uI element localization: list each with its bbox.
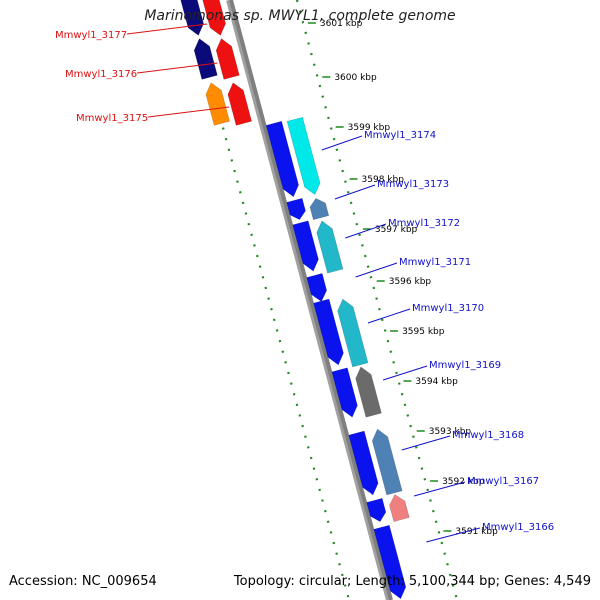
- cds-mmwyl1-3166-arrow[interactable]: [373, 524, 409, 600]
- cds-mmwyl1-3169-arrow[interactable]: [331, 367, 360, 419]
- gene-label[interactable]: Mmwyl1_3172: [388, 218, 460, 229]
- gene-leader-line: [413, 481, 466, 497]
- gene-leader-line: [345, 223, 387, 239]
- gene-label[interactable]: Mmwyl1_3174: [364, 130, 436, 141]
- gene-mmwyl1-3175-arrow[interactable]: [225, 81, 252, 126]
- tick-group: 3601 kbp 3600 kbp 3599 kbp 3598 kbp 3597 kbp…: [307, 19, 498, 537]
- gene-label[interactable]: Mmwyl1_3168: [452, 430, 524, 441]
- map-title: Marinomonas sp. MWYL1, complete genome: [144, 8, 456, 24]
- gene-leader-line: [382, 365, 428, 381]
- gene-label[interactable]: Mmwyl1_3177: [55, 30, 127, 41]
- gene-label[interactable]: Mmwyl1_3175: [76, 113, 148, 124]
- tick-label: 3598 kbp: [362, 175, 405, 185]
- tick-label: 3601 kbp: [320, 19, 363, 29]
- cds-mmwyl1-3168-arrow[interactable]: [348, 430, 381, 497]
- tick-label: 3595 kbp: [402, 327, 445, 337]
- gene-leader-line: [147, 106, 230, 118]
- cds-mmwyl1-3172-arrow[interactable]: [292, 220, 321, 273]
- tick-label: 3599 kbp: [348, 123, 391, 133]
- dotted-ring-outer: [295, 0, 459, 600]
- gene-label[interactable]: Mmwyl1_3176: [65, 69, 137, 80]
- gene-leader-line: [367, 308, 411, 324]
- gene-leader-line: [426, 527, 481, 543]
- gene-leader-line: [401, 435, 451, 451]
- gene-label[interactable]: Mmwyl1_3167: [467, 476, 539, 487]
- accession-label: Accession: NC_009654: [9, 574, 157, 589]
- backbone-line: [229, 0, 393, 600]
- gene-mmwyl1-3176-arrow[interactable]: [214, 37, 240, 80]
- gene-label-group: Mmwyl1_3177 Mmwyl1_3176 Mmwyl1_3175 Mmwyl1_…: [55, 23, 554, 543]
- gene-leader-line: [334, 184, 376, 200]
- feature-group: [180, 0, 410, 600]
- cds-mmwyl1-3174-arrow[interactable]: [265, 120, 301, 199]
- topology-label: Topology: circular; Length: 5,100,344 bp…: [233, 574, 591, 589]
- gene-label[interactable]: Mmwyl1_3171: [399, 257, 471, 268]
- tick-label: 3591 kbp: [455, 527, 498, 537]
- tick-label: 3593 kbp: [429, 427, 472, 437]
- cds-mmwyl1-3171-arrow[interactable]: [306, 273, 329, 303]
- gene-mmwyl1-3177-arrow[interactable]: [202, 0, 228, 37]
- gene-label[interactable]: Mmwyl1_3166: [482, 522, 554, 533]
- cds-mmwyl1-3167-arrow[interactable]: [366, 498, 388, 523]
- tick-label: 3594 kbp: [415, 377, 458, 387]
- gene-label[interactable]: Mmwyl1_3169: [429, 360, 501, 371]
- gene-leader-line: [321, 135, 363, 151]
- gene-mmwyl1-3167-arrow[interactable]: [387, 492, 410, 522]
- gene-label[interactable]: Mmwyl1_3173: [377, 179, 449, 190]
- dotted-ring-inner: [187, 0, 351, 600]
- cds-mmwyl1-3170-arrow[interactable]: [313, 298, 346, 367]
- gene-leader-line: [126, 23, 208, 35]
- gene-leader-line: [136, 62, 218, 74]
- backbone-group: [226, 0, 393, 600]
- gene-label[interactable]: Mmwyl1_3170: [412, 303, 484, 314]
- gene-mmwyl1-3173-arrow[interactable]: [308, 196, 330, 221]
- gene-mmwyl1-3174-arrow[interactable]: [286, 116, 323, 196]
- cds-mmwyl1-3173-arrow[interactable]: [286, 197, 308, 221]
- tick-label: 3600 kbp: [334, 73, 377, 83]
- gene-leader-line: [355, 262, 398, 278]
- cds-mmwyl1-3176-arrow[interactable]: [192, 37, 218, 80]
- gene-mmwyl1-3168-arrow[interactable]: [370, 427, 403, 496]
- gene-mmwyl1-3169-arrow[interactable]: [353, 365, 382, 418]
- cds-mmwyl1-3175-arrow[interactable]: [203, 81, 230, 126]
- gene-mmwyl1-3170-arrow[interactable]: [335, 297, 369, 368]
- gene-mmwyl1-3172-arrow[interactable]: [314, 219, 344, 274]
- dotted-ring-guides: [187, 0, 459, 600]
- tick-label: 3597 kbp: [375, 225, 418, 235]
- tick-label: 3596 kbp: [389, 277, 432, 287]
